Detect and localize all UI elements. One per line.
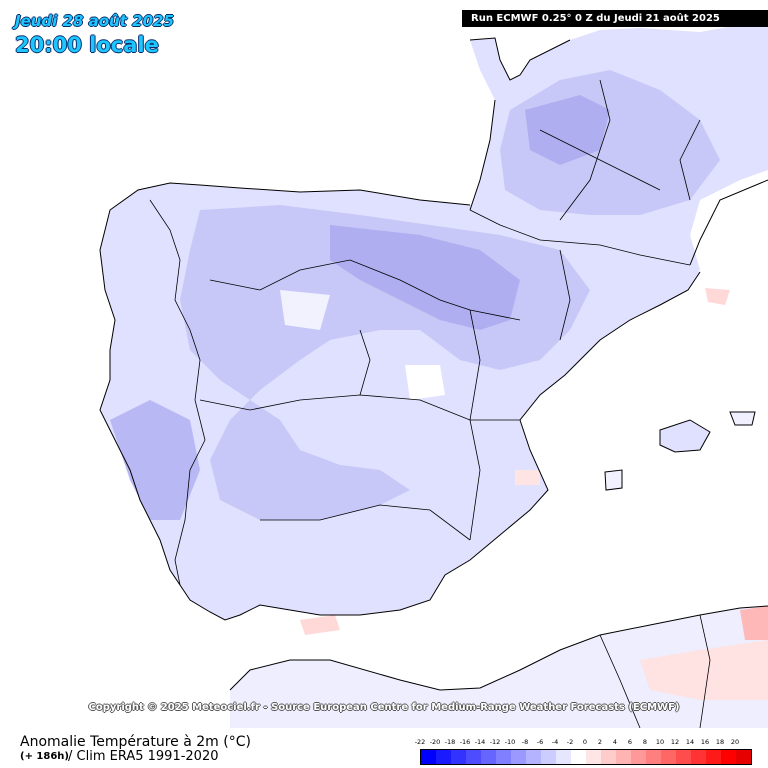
border-regions-6: [559, 249, 571, 341]
france-anomaly-strong: [525, 95, 610, 165]
scale-label: -12: [489, 738, 501, 746]
warm-patch-east: [705, 288, 730, 305]
coast-atlantic-france: [469, 37, 571, 211]
border-regions-1: [209, 259, 521, 321]
scale-label: -6: [536, 738, 544, 746]
scale-label: 20: [730, 738, 740, 746]
variable-title: Anomalie Température à 2m (°C): [20, 734, 251, 750]
scale-swatch: [466, 750, 481, 764]
scale-swatch: [511, 750, 526, 764]
scale-label: -16: [459, 738, 471, 746]
scale-label: -20: [429, 738, 441, 746]
scale-swatch: [661, 750, 676, 764]
copyright-text: Copyright © 2025 Meteociel.fr - Source E…: [88, 702, 680, 713]
coast-gulf-lion: [689, 179, 768, 266]
scale-swatch: [451, 750, 466, 764]
ibiza: [605, 470, 622, 490]
scale-swatch: [721, 750, 736, 764]
central-white-patch: [405, 365, 445, 400]
scale-label: 8: [642, 738, 648, 746]
scale-swatch: [691, 750, 706, 764]
coast-menorca: [729, 411, 756, 426]
scale-swatch: [736, 750, 751, 764]
border-africa: [599, 614, 711, 728]
warm-patch-valencia: [515, 470, 540, 485]
coast-mallorca: [659, 419, 711, 453]
border-france-regions: [539, 79, 701, 221]
scale-swatch: [676, 750, 691, 764]
scale-label: 12: [670, 738, 680, 746]
scale-swatch: [616, 750, 631, 764]
scale-label: 2: [597, 738, 603, 746]
coast-iberia: [99, 182, 701, 621]
scale-swatch: [421, 750, 436, 764]
climatology-label: / Clim ERA5 1991-2020: [68, 749, 219, 764]
africa-warm: [640, 640, 768, 700]
north-africa-land: [230, 606, 768, 728]
scale-label: 16: [700, 738, 710, 746]
color-scale: [420, 749, 752, 765]
forecast-date: Jeudi 28 août 2025: [15, 12, 174, 30]
africa-warm2: [740, 606, 768, 640]
border-regions-4: [359, 329, 371, 396]
scale-label: 4: [612, 738, 618, 746]
scale-label: 0: [582, 738, 588, 746]
border-regions-3: [260, 504, 471, 541]
scale-swatch: [526, 750, 541, 764]
scale-swatch: [706, 750, 721, 764]
color-scale-labels: -22 -20 -18 -16 -14 -12 -10 -8 -6 -4 -2 0 2 4 6 8 10 12 14…: [414, 738, 752, 748]
menorca: [730, 412, 755, 425]
scale-swatch: [481, 750, 496, 764]
scale-swatch: [631, 750, 646, 764]
scale-swatch: [571, 750, 586, 764]
forecast-time: 20:00 locale: [15, 33, 159, 57]
scale-swatch: [646, 750, 661, 764]
scale-label: 18: [715, 738, 725, 746]
scale-label: 6: [627, 738, 633, 746]
scale-swatch: [601, 750, 616, 764]
scale-label: -14: [474, 738, 486, 746]
scale-swatch: [556, 750, 571, 764]
lead-time: (+ 186h): [20, 751, 69, 762]
run-info: Run ECMWF 0.25° 0 Z du Jeudi 21 août 202…: [462, 10, 768, 27]
scale-swatch: [436, 750, 451, 764]
scale-label: -8: [521, 738, 529, 746]
border-france-spain: [469, 209, 691, 266]
north-white-patch: [280, 290, 330, 330]
anomaly-map: [99, 20, 768, 728]
scale-label: -4: [551, 738, 559, 746]
coast-north-africa: [229, 605, 768, 691]
scale-swatch: [496, 750, 511, 764]
iberia-anomaly-strong: [330, 225, 520, 330]
scale-label: -10: [504, 738, 516, 746]
border-portugal-spain: [149, 199, 206, 586]
scale-label: 10: [655, 738, 665, 746]
scale-label: -22: [414, 738, 426, 746]
scale-swatch: [541, 750, 556, 764]
warm-patch-south: [300, 615, 340, 635]
scale-label: -2: [566, 738, 574, 746]
coast-ibiza: [604, 469, 623, 491]
border-regions-5: [469, 309, 481, 541]
scale-swatch: [586, 750, 601, 764]
west-anomaly-strong: [110, 400, 200, 520]
mallorca: [660, 420, 710, 452]
scale-label: 14: [685, 738, 695, 746]
scale-label: -18: [444, 738, 456, 746]
